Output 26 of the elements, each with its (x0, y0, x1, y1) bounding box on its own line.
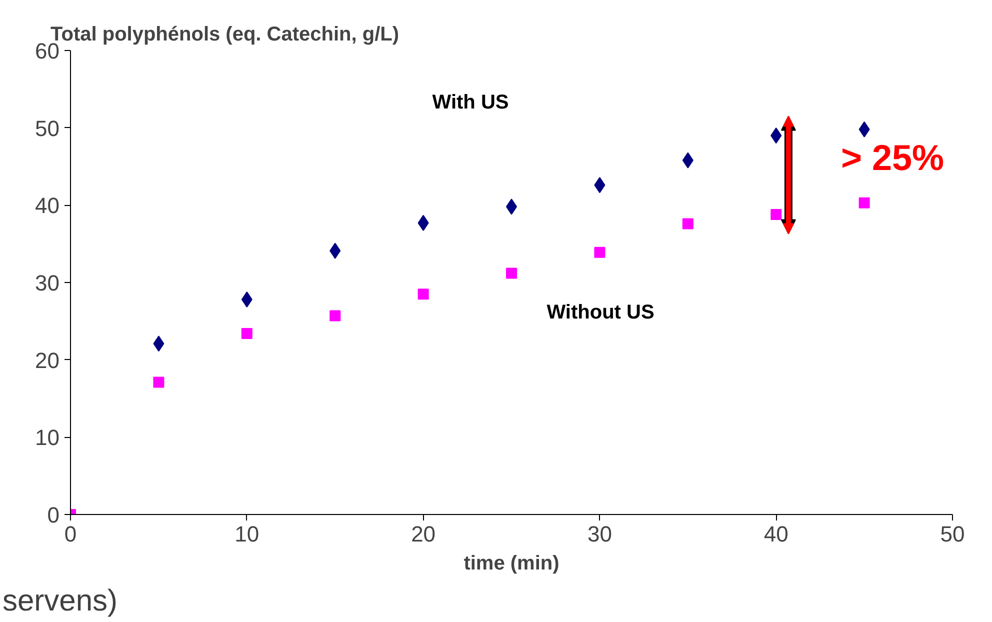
x-tick-label: 50 (940, 522, 965, 546)
y-tick-label: 30 (35, 270, 60, 296)
x-tick-label: 30 (587, 522, 612, 546)
x-tick-label: 10 (234, 522, 260, 546)
annotation: > 25% (840, 137, 944, 178)
point (594, 246, 606, 258)
point (506, 268, 517, 279)
point (330, 310, 341, 322)
y-tick-label: 10 (35, 425, 60, 450)
point (770, 208, 782, 220)
y-tick-label: 20 (35, 348, 60, 373)
point (682, 218, 694, 230)
point (241, 328, 252, 340)
x-tick-label: 20 (411, 522, 436, 546)
text: servens) (2, 584, 118, 618)
x-axis-title: time (min) (464, 552, 560, 574)
y-tick-label: 40 (35, 193, 60, 218)
annotation: With US (432, 92, 509, 114)
point (858, 197, 870, 208)
x-tick-label: 0 (64, 522, 77, 546)
point (418, 288, 429, 300)
y-tick-label: 50 (35, 116, 60, 141)
y-tick-label: 0 (47, 502, 60, 528)
point (153, 376, 164, 388)
x-tick-label: 40 (764, 522, 788, 546)
annotation: Without US (546, 302, 654, 324)
